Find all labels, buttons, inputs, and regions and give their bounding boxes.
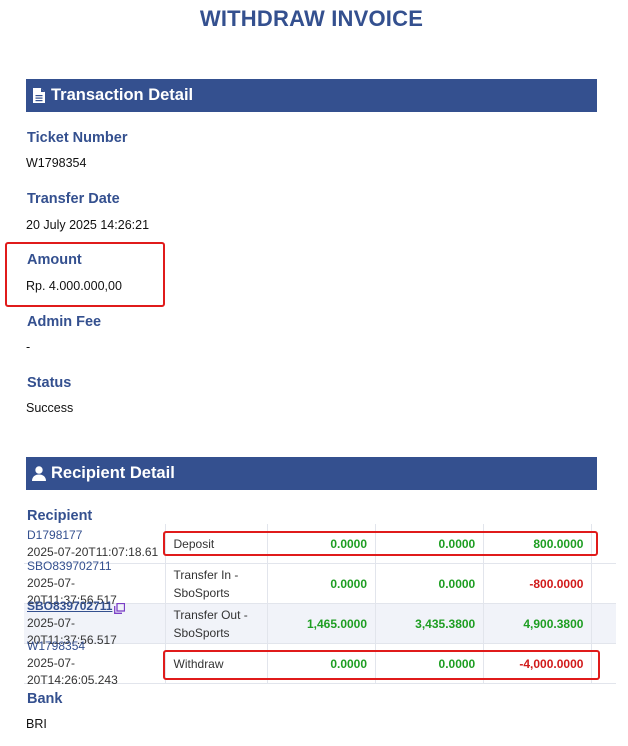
admin-fee-value: - [26,340,31,354]
bank-label: Bank [27,691,63,707]
row-type: Deposit [166,524,268,563]
row-timestamp: 2025-07-20T14:26:05.243 [27,656,118,687]
table-row: SBO839702711 2025-07-20T11:37:56.517 Tra… [24,559,616,607]
table-row: W1798354 2025-07-20T14:26:05.243 Withdra… [24,639,616,687]
status-label: Status [27,375,72,391]
amount-highlight [5,242,165,307]
row-value-3: -800.0000 [484,564,593,603]
row-id: W1798354 [27,639,86,653]
row-id-cell: SBO839702711 2025-07-20T11:37:56.517 [24,559,166,607]
row-id-cell: SBO839702711 2025-07-20T11:37:56.517 [24,599,166,647]
recipient-label: Recipient [27,508,93,524]
row-value-3: -4,000.0000 [484,644,593,683]
row-value-3: 800.0000 [484,524,593,563]
admin-fee-label: Admin Fee [27,314,102,330]
row-value-3: 4,900.3800 [484,604,593,643]
row-timestamp: 2025-07-20T11:37:56.517 [27,616,117,647]
bank-value: BRI [26,717,47,731]
copy-icon[interactable] [114,602,126,614]
transfer-date-label: Transfer Date [27,191,120,207]
amount-value: Rp. 4.000.000,00 [26,279,122,293]
row-value-1: 1,465.0000 [268,604,377,643]
row-type: Transfer In - SboSports [166,564,268,603]
table-row: D1798177 2025-07-20T11:07:18.61 Deposit … [24,524,616,564]
row-id-cell: W1798354 2025-07-20T14:26:05.243 [24,639,166,687]
row-id: SBO839702711 [27,559,112,573]
row-id: D1798177 [27,527,83,542]
row-type: Withdraw [166,644,268,683]
file-icon [32,87,46,105]
transaction-detail-header: Transaction Detail [26,79,597,112]
recipient-detail-header: Recipient Detail [26,457,597,490]
row-timestamp: 2025-07-20T11:07:18.61 [27,544,159,559]
amount-label: Amount [27,252,82,268]
status-value: Success [26,401,74,415]
transaction-detail-title: Transaction Detail [51,86,194,104]
recipient-detail-title: Recipient Detail [51,464,175,482]
ticket-number-label: Ticket Number [27,130,128,146]
deposit-row-highlight [163,531,598,556]
row-value-1: 0.0000 [268,644,377,683]
page-title: WITHDRAW INVOICE [199,6,424,31]
user-icon [32,465,46,483]
row-timestamp: 2025-07-20T11:37:56.517 [27,576,117,607]
table-row: SBO839702711 2025-07-20T11:37:56.517 Tra… [24,599,616,647]
row-value-2: 0.0000 [376,644,485,683]
row-id-cell: D1798177 2025-07-20T11:07:18.61 [24,524,166,563]
withdraw-row-highlight [163,650,600,680]
row-value-1: 0.0000 [268,564,377,603]
row-value-2: 0.0000 [376,564,485,603]
row-type: Transfer Out - SboSports [166,604,268,643]
row-value-2: 0.0000 [376,524,485,563]
row-value-1: 0.0000 [268,524,377,563]
row-value-2: 3,435.3800 [376,604,485,643]
transfer-date-value: 20 July 2025 14:26:21 [26,218,150,232]
row-id-link[interactable]: SBO839702711 [27,599,113,613]
ticket-number-value: W1798354 [26,156,87,170]
